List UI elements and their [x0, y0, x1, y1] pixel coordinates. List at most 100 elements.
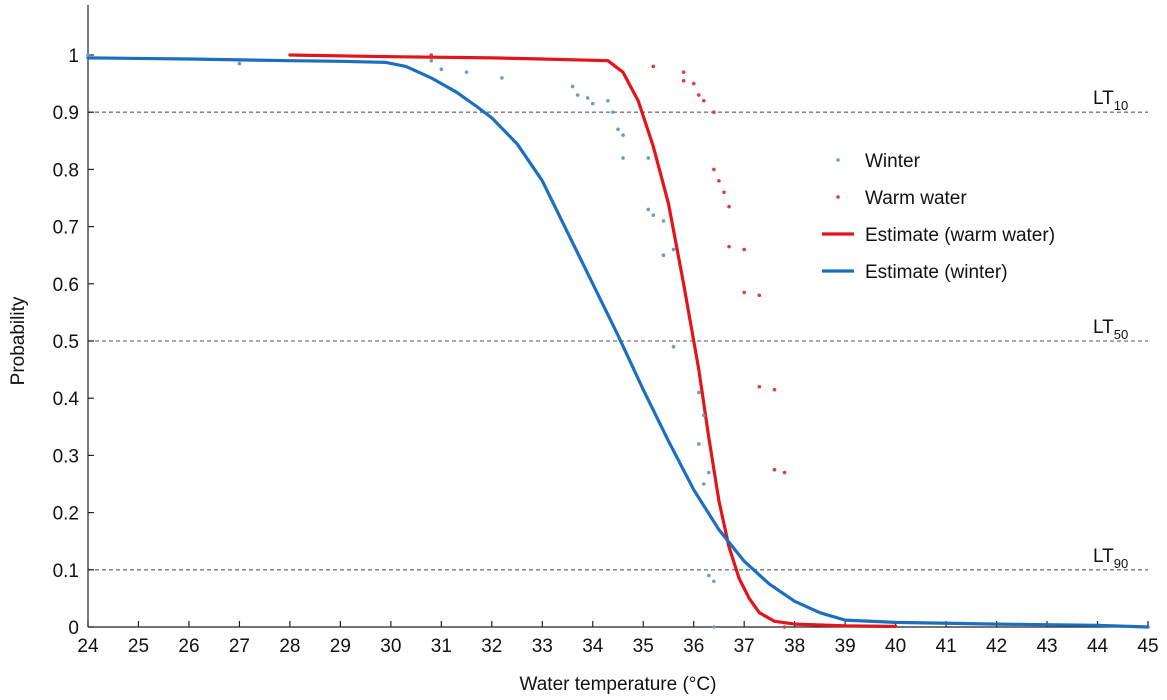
x-tick-label: 28 [279, 636, 300, 657]
reference-label-sub: 10 [1114, 98, 1128, 113]
y-tick-label: 0.3 [53, 446, 79, 467]
x-tick-label: 25 [128, 636, 149, 657]
x-tick-label: 33 [532, 636, 553, 657]
data-point [681, 70, 686, 74]
x-tick-label: 37 [734, 636, 755, 657]
data-point [570, 84, 575, 89]
data-point [590, 101, 595, 106]
data-point [86, 53, 90, 57]
x-tick-label: 34 [582, 636, 604, 657]
legend-label: Estimate (winter) [865, 262, 1008, 283]
x-tick-label: 40 [885, 636, 906, 657]
data-point [429, 58, 434, 63]
y-tick-label: 0.8 [53, 160, 79, 181]
data-point [691, 81, 696, 86]
reference-label-main: LT [1093, 88, 1114, 109]
x-tick-label: 35 [633, 636, 654, 657]
data-point [611, 110, 615, 114]
data-point [585, 96, 590, 100]
data-point [439, 67, 444, 72]
data-point [782, 625, 787, 629]
legend-label: Estimate (warm water) [865, 225, 1055, 246]
data-point [646, 156, 651, 160]
data-point [702, 413, 706, 418]
legend: Winter Warm water Estimate (warm water) Est… [822, 151, 1055, 283]
data-point [707, 573, 711, 578]
data-point [702, 98, 706, 103]
data-point [696, 442, 701, 446]
data-point [717, 179, 721, 183]
x-tick-label: 32 [481, 636, 502, 657]
data-point [651, 64, 656, 69]
x-tick-label: 44 [1087, 636, 1109, 657]
reference-line-label: LT90 [1093, 546, 1128, 571]
series-line-estimate-warm-water- [288, 53, 898, 628]
data-point [727, 244, 731, 249]
x-tick-label: 30 [380, 636, 401, 657]
x-tick-label: 43 [1036, 636, 1057, 657]
data-point [712, 110, 716, 114]
data-point [696, 93, 701, 97]
x-tick-label: 38 [784, 636, 805, 657]
y-tick-label: 0.1 [53, 561, 79, 582]
data-point [772, 467, 777, 472]
data-point [575, 93, 580, 97]
reference-label-sub: 90 [1114, 556, 1128, 571]
data-point [757, 384, 762, 389]
axes [87, 5, 1148, 628]
data-point [712, 579, 716, 584]
x-tick-label: 39 [835, 636, 856, 657]
data-point [742, 247, 746, 252]
reference-line-label: LT10 [1093, 88, 1128, 113]
legend-marker [836, 158, 840, 162]
y-tick-label: 0.7 [53, 218, 79, 239]
data-point [712, 167, 716, 172]
legend-marker [836, 195, 840, 199]
data-point [782, 470, 787, 475]
data-point [661, 219, 666, 223]
y-tick-label: 0 [68, 618, 79, 639]
data-point [429, 53, 434, 57]
x-tick-label: 31 [431, 636, 452, 657]
reference-label-main: LT [1093, 546, 1114, 567]
y-tick-label: 0.6 [53, 275, 79, 296]
data-point [722, 190, 726, 195]
data-point [646, 207, 651, 212]
series-points-winter [86, 53, 716, 629]
reference-label-main: LT [1093, 317, 1114, 338]
data-point [681, 78, 686, 83]
ticks: 24 25 26 27 28 29 30 31 32 33 34 35 36 37 38 39 40 41 42 43… [53, 46, 1159, 657]
data-point [661, 253, 666, 257]
data-point [606, 98, 610, 103]
x-tick-label: 27 [229, 636, 250, 657]
data-point [500, 76, 504, 80]
x-tick-label: 36 [683, 636, 704, 657]
y-axis-title: Probability [8, 296, 29, 385]
x-tick-label: 45 [1137, 636, 1158, 657]
x-tick-label: 26 [178, 636, 199, 657]
legend-label: Warm water [865, 188, 967, 209]
data-point [707, 470, 711, 475]
data-marks [86, 53, 1150, 629]
data-point [727, 204, 731, 209]
y-tick-label: 0.2 [53, 504, 79, 525]
y-tick-label: 1 [68, 46, 79, 67]
data-point [237, 61, 242, 66]
data-point [702, 482, 706, 486]
reference-label-sub: 50 [1114, 327, 1128, 342]
y-tick-label: 0.5 [53, 332, 79, 353]
data-point [671, 344, 676, 349]
series-line-estimate-winter- [86, 56, 1150, 629]
x-tick-label: 41 [936, 636, 957, 657]
y-tick-label: 0.9 [53, 103, 79, 124]
x-tick-label: 42 [986, 636, 1007, 657]
y-tick-label: 0.4 [53, 389, 80, 410]
data-point [772, 387, 777, 392]
data-point [616, 127, 620, 132]
data-point [696, 390, 701, 395]
data-point [757, 293, 762, 298]
data-point [621, 133, 625, 137]
data-point [671, 247, 676, 252]
